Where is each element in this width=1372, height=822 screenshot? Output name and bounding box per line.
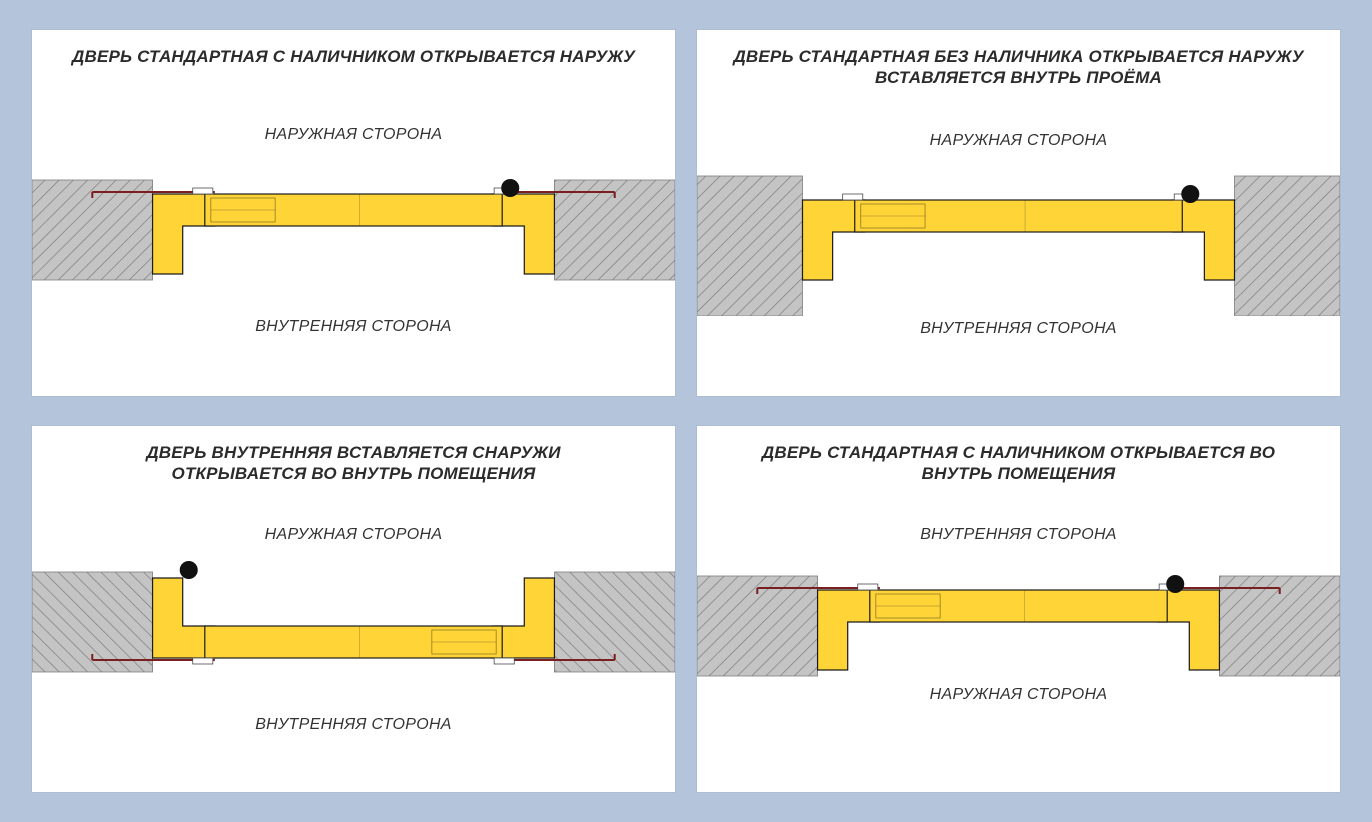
- seal-left: [193, 658, 213, 664]
- wall-left: [697, 176, 802, 316]
- label-inside: ВНУТРЕННЯЯ СТОРОНА: [697, 320, 1340, 338]
- label-inside: ВНУТРЕННЯЯ СТОРОНА: [32, 318, 675, 336]
- panel-title: ДВЕРЬ ВНУТРЕННЯЯ ВСТАВЛЯЕТСЯ СНАРУЖИ ОТК…: [32, 442, 675, 485]
- panel-title: ДВЕРЬ СТАНДАРТНАЯ БЕЗ НАЛИЧНИКА ОТКРЫВАЕ…: [697, 46, 1340, 89]
- panel-p3: ДВЕРЬ ВНУТРЕННЯЯ ВСТАВЛЯЕТСЯ СНАРУЖИ ОТК…: [32, 426, 675, 792]
- panel-p1: ДВЕРЬ СТАНДАРТНАЯ С НАЛИЧНИКОМ ОТКРЫВАЕТ…: [32, 30, 675, 396]
- hinge-icon: [1181, 185, 1199, 203]
- page-grid: ДВЕРЬ СТАНДАРТНАЯ С НАЛИЧНИКОМ ОТКРЫВАЕТ…: [0, 0, 1372, 822]
- hinge-icon: [501, 179, 519, 197]
- seal-right: [494, 658, 514, 664]
- panel-title: ДВЕРЬ СТАНДАРТНАЯ С НАЛИЧНИКОМ ОТКРЫВАЕТ…: [32, 46, 675, 67]
- hinge-icon: [1166, 575, 1184, 593]
- label-inside: ВНУТРЕННЯЯ СТОРОНА: [32, 716, 675, 734]
- label-outside: ВНУТРЕННЯЯ СТОРОНА: [697, 526, 1340, 544]
- seal-left: [858, 584, 878, 590]
- seal-left: [193, 188, 213, 194]
- seal-left: [843, 194, 863, 200]
- label-outside: НАРУЖНАЯ СТОРОНА: [32, 126, 675, 144]
- door-section-diagram: [697, 546, 1340, 706]
- wall-right: [1235, 176, 1340, 316]
- label-outside: НАРУЖНАЯ СТОРОНА: [697, 132, 1340, 150]
- door-section-diagram: [32, 542, 675, 702]
- door-section-diagram: [32, 150, 675, 310]
- panel-title: ДВЕРЬ СТАНДАРТНАЯ С НАЛИЧНИКОМ ОТКРЫВАЕТ…: [697, 442, 1340, 485]
- door-section-diagram: [697, 156, 1340, 316]
- panel-p4: ДВЕРЬ СТАНДАРТНАЯ С НАЛИЧНИКОМ ОТКРЫВАЕТ…: [697, 426, 1340, 792]
- panel-p2: ДВЕРЬ СТАНДАРТНАЯ БЕЗ НАЛИЧНИКА ОТКРЫВАЕ…: [697, 30, 1340, 396]
- hinge-icon: [180, 561, 198, 579]
